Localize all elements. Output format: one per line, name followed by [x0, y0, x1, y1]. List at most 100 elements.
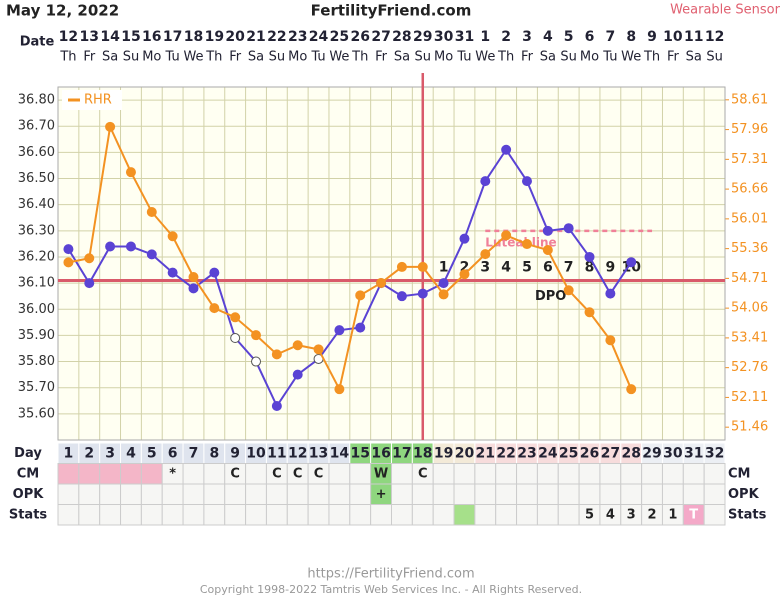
day-number: 25 — [559, 445, 578, 461]
y2-tick-label: 52.11 — [731, 390, 768, 405]
data-point — [417, 288, 428, 299]
weekday-label: Su — [706, 50, 723, 65]
data-point — [501, 230, 512, 241]
data-point — [626, 257, 637, 268]
data-point — [584, 307, 595, 318]
data-point — [125, 241, 136, 252]
date-label: 23 — [288, 29, 307, 45]
data-point — [292, 340, 303, 351]
cell-text: C — [293, 466, 303, 481]
row-cell — [495, 504, 518, 526]
row-cell — [682, 463, 705, 485]
day-number: 14 — [330, 445, 350, 461]
y2-tick-label: 52.76 — [731, 360, 768, 375]
cell-text: 5 — [585, 507, 594, 522]
data-point — [521, 176, 532, 187]
data-point — [521, 239, 532, 250]
weekday-label: We — [329, 50, 349, 65]
weekday-label: Tu — [165, 50, 180, 65]
row-cell — [78, 463, 101, 485]
row-cell — [99, 483, 122, 505]
row-cell — [349, 504, 372, 526]
row-cell — [641, 483, 663, 505]
data-point — [334, 384, 345, 395]
day-number: 23 — [517, 445, 536, 461]
day-number: 13 — [309, 445, 328, 461]
day-number: 22 — [496, 445, 515, 461]
row-cell — [161, 483, 184, 505]
row-cell — [182, 483, 205, 505]
data-point — [438, 278, 449, 289]
legend-label: RHR — [84, 93, 112, 108]
series-line — [67, 147, 633, 409]
y2-tick-label: 56.01 — [731, 211, 768, 226]
cell-text: 1 — [668, 507, 677, 522]
row-cell — [474, 463, 497, 485]
data-point — [355, 290, 366, 301]
date-label: 21 — [246, 29, 265, 45]
y2-tick-label: 58.61 — [731, 92, 768, 107]
day-number: 4 — [126, 445, 136, 461]
data-point — [125, 167, 136, 178]
data-point — [146, 206, 157, 217]
row-cell — [140, 504, 163, 526]
date-label: 3 — [522, 29, 532, 45]
row-cell — [286, 504, 309, 526]
dpo-number: 9 — [605, 259, 615, 275]
data-point — [251, 356, 262, 367]
weekday-label: Fr — [83, 50, 96, 65]
weekday-label: Tu — [602, 50, 617, 65]
row-cell — [265, 483, 288, 505]
row-cell — [516, 463, 538, 485]
y-tick-label: 35.70 — [18, 380, 55, 395]
date-label: 29 — [413, 29, 432, 45]
row-cell — [182, 463, 205, 485]
weekday-label: Th — [205, 50, 222, 65]
date-label: 11 — [684, 29, 703, 45]
dpo-number: 8 — [585, 259, 595, 275]
y-tick-label: 36.20 — [18, 249, 55, 264]
row-cell — [557, 483, 580, 505]
cell-text: 2 — [648, 507, 657, 522]
row-cell — [620, 463, 643, 485]
row-cell — [703, 483, 726, 505]
date-label: 2 — [501, 29, 511, 45]
dpo-number: 1 — [439, 259, 449, 275]
data-point — [84, 278, 95, 289]
cell-text: + — [376, 487, 387, 502]
y-tick-label: 36.50 — [18, 171, 55, 186]
row-cell — [474, 483, 497, 505]
date-label: 6 — [585, 29, 595, 45]
data-point — [230, 333, 241, 344]
weekday-label: Mo — [288, 50, 307, 65]
cell-text: 4 — [606, 507, 615, 522]
y-tick-label: 35.60 — [18, 406, 55, 421]
row-label: OPK — [728, 487, 760, 502]
row-cell — [349, 463, 372, 485]
cell-text: * — [169, 466, 176, 481]
row-label: Stats — [9, 507, 48, 522]
cell-text: C — [314, 466, 324, 481]
weekday-label: We — [475, 50, 495, 65]
row-cell — [453, 504, 476, 526]
data-point — [84, 253, 95, 264]
weekday-label: Mo — [580, 50, 599, 65]
date-label: 12 — [705, 29, 724, 45]
y-tick-label: 36.70 — [18, 119, 55, 134]
weekday-label: Mo — [434, 50, 453, 65]
data-point — [605, 288, 616, 299]
date-label: 20 — [225, 29, 245, 45]
day-number: 30 — [663, 445, 683, 461]
row-cell — [57, 504, 80, 526]
cell-text: W — [374, 466, 388, 481]
date-label: 28 — [392, 29, 411, 45]
row-cell — [578, 483, 601, 505]
date-label: 31 — [455, 29, 474, 45]
day-number: 29 — [642, 445, 661, 461]
y2-tick-label: 57.31 — [731, 152, 768, 167]
weekday-label: Fr — [229, 50, 242, 65]
day-number: 21 — [476, 445, 495, 461]
y-tick-label: 36.60 — [18, 145, 55, 160]
row-cell — [307, 483, 330, 505]
data-point — [542, 225, 553, 236]
